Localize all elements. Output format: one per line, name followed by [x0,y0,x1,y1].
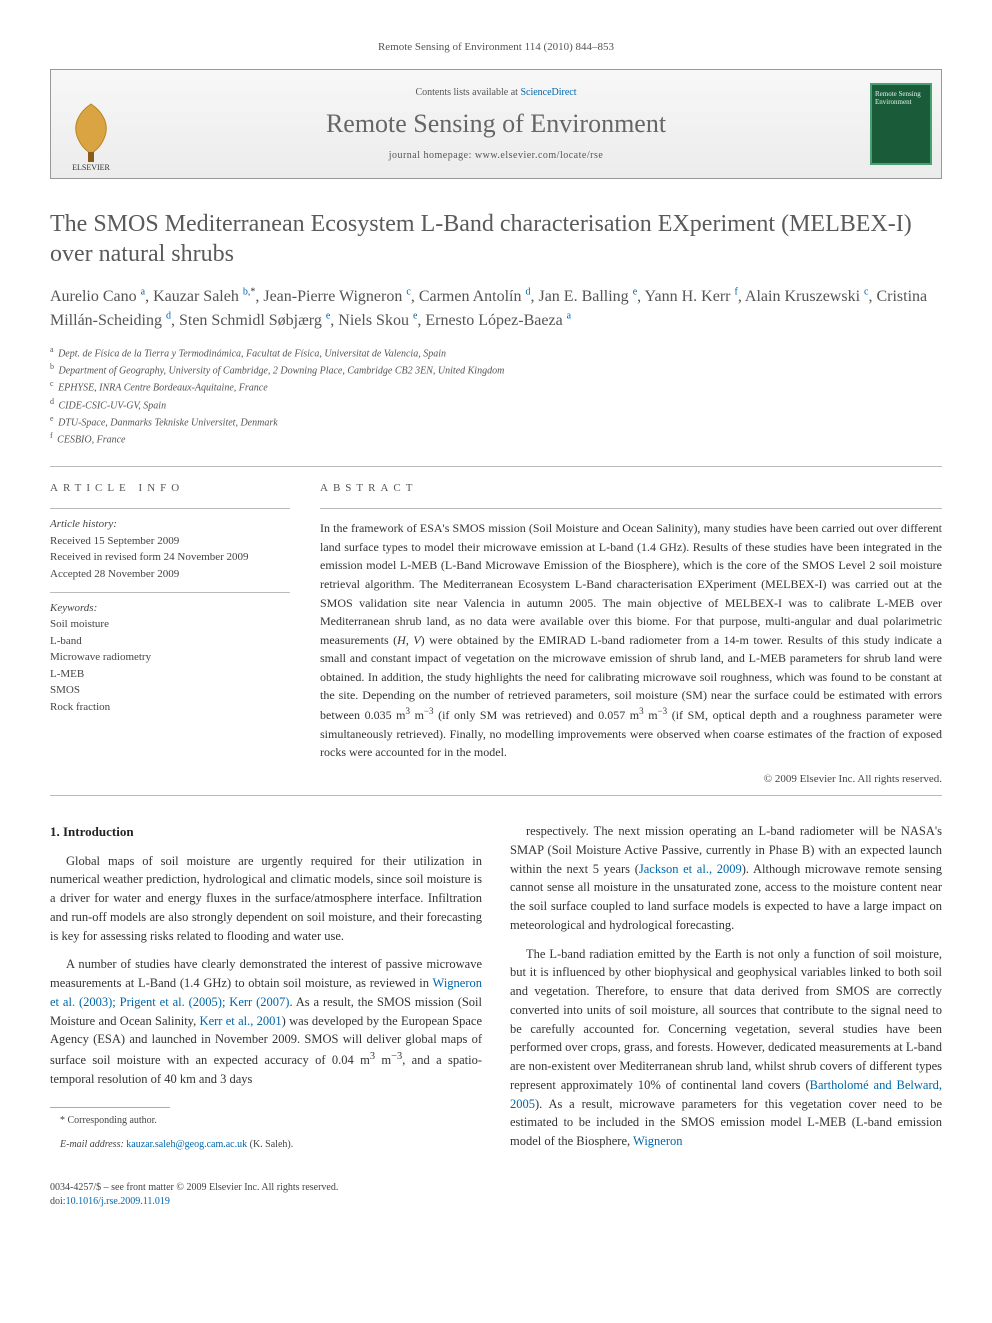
doi-line: doi:10.1016/j.rse.2009.11.019 [50,1195,942,1209]
journal-cover-cell: Remote Sensing Environment [861,70,941,178]
keyword-item: L-band [50,633,290,650]
banner-center: Contents lists available at ScienceDirec… [131,70,861,178]
affiliation-item: e DTU-Space, Danmarks Tekniske Universit… [50,413,942,430]
abstract-col: ABSTRACT In the framework of ESA's SMOS … [320,481,942,788]
keyword-item: Microwave radiometry [50,649,290,666]
front-matter-line: 0034-4257/$ – see front matter © 2009 El… [50,1181,942,1195]
elsevier-tree-icon: ELSEVIER [59,94,123,172]
footnote-rule [50,1107,170,1108]
keywords-lines: Soil moistureL-bandMicrowave radiometryL… [50,616,290,715]
contents-line: Contents lists available at ScienceDirec… [415,86,576,100]
email-link[interactable]: kauzar.saleh@geog.cam.ac.uk [126,1139,247,1150]
article-info-col: ARTICLE INFO Article history: Received 1… [50,481,290,788]
history-item: Received 15 September 2009 [50,533,290,550]
keyword-item: L-MEB [50,666,290,683]
doi-link[interactable]: 10.1016/j.rse.2009.11.019 [66,1196,170,1207]
page-footer: 0034-4257/$ – see front matter © 2009 El… [50,1181,942,1209]
section-heading-intro: 1. Introduction [50,822,482,842]
journal-homepage-line: journal homepage: www.elsevier.com/locat… [389,149,604,163]
email-suffix: (K. Saleh). [247,1139,293,1150]
keywords-label: Keywords: [50,601,290,616]
article-title: The SMOS Mediterranean Ecosystem L-Band … [50,209,942,269]
history-item: Received in revised form 24 November 200… [50,549,290,566]
keywords-rule [50,592,290,593]
running-head: Remote Sensing of Environment 114 (2010)… [50,40,942,55]
journal-name: Remote Sensing of Environment [326,106,666,142]
intro-p4: The L-band radiation emitted by the Eart… [510,945,942,1151]
info-abstract-row: ARTICLE INFO Article history: Received 1… [50,481,942,788]
abstract-text: In the framework of ESA's SMOS mission (… [320,519,942,762]
email-label: E-mail address: [60,1139,126,1150]
intro-p3: respectively. The next mission operating… [510,822,942,935]
abstract-copyright: © 2009 Elsevier Inc. All rights reserved… [320,772,942,787]
author-list: Aurelio Cano a, Kauzar Saleh b,*, Jean-P… [50,285,942,331]
body-text: 1. Introduction Global maps of soil mois… [50,822,942,1161]
history-lines: Received 15 September 2009Received in re… [50,533,290,583]
abstract-rule [320,508,942,509]
contents-prefix: Contents lists available at [415,87,520,98]
corresponding-email-line: E-mail address: kauzar.saleh@geog.cam.ac… [50,1138,482,1152]
homepage-prefix: journal homepage: [389,150,475,161]
info-rule [50,508,290,509]
journal-banner: ELSEVIER Contents lists available at Sci… [50,69,942,179]
affiliation-list: a Dept. de Física de la Tierra y Termodi… [50,344,942,448]
affiliation-item: b Department of Geography, University of… [50,361,942,378]
journal-cover-thumb: Remote Sensing Environment [870,83,932,165]
keyword-item: SMOS [50,682,290,699]
affiliation-item: d CIDE-CSIC-UV-GV, Spain [50,396,942,413]
article-info-heading: ARTICLE INFO [50,481,290,496]
corresponding-footnote-block: * Corresponding author. E-mail address: … [50,1107,482,1152]
affiliation-item: f CESBIO, France [50,430,942,447]
affiliation-item: a Dept. de Física de la Tierra y Termodi… [50,344,942,361]
publisher-logo-cell: ELSEVIER [51,70,131,178]
rule-top [50,466,942,467]
intro-p1: Global maps of soil moisture are urgentl… [50,852,482,946]
abstract-heading: ABSTRACT [320,481,942,496]
doi-prefix: doi: [50,1196,66,1207]
keyword-item: Rock fraction [50,699,290,716]
keyword-item: Soil moisture [50,616,290,633]
svg-text:ELSEVIER: ELSEVIER [72,163,110,172]
history-label: Article history: [50,517,290,532]
corresponding-author-label: * Corresponding author. [50,1114,482,1128]
intro-p2: A number of studies have clearly demonst… [50,955,482,1088]
thumb-line2: Environment [875,99,927,107]
affiliation-item: c EPHYSE, INRA Centre Bordeaux-Aquitaine… [50,378,942,395]
rule-bottom [50,795,942,796]
sciencedirect-link[interactable]: ScienceDirect [520,87,576,98]
homepage-url: www.elsevier.com/locate/rse [475,150,603,161]
history-item: Accepted 28 November 2009 [50,566,290,583]
